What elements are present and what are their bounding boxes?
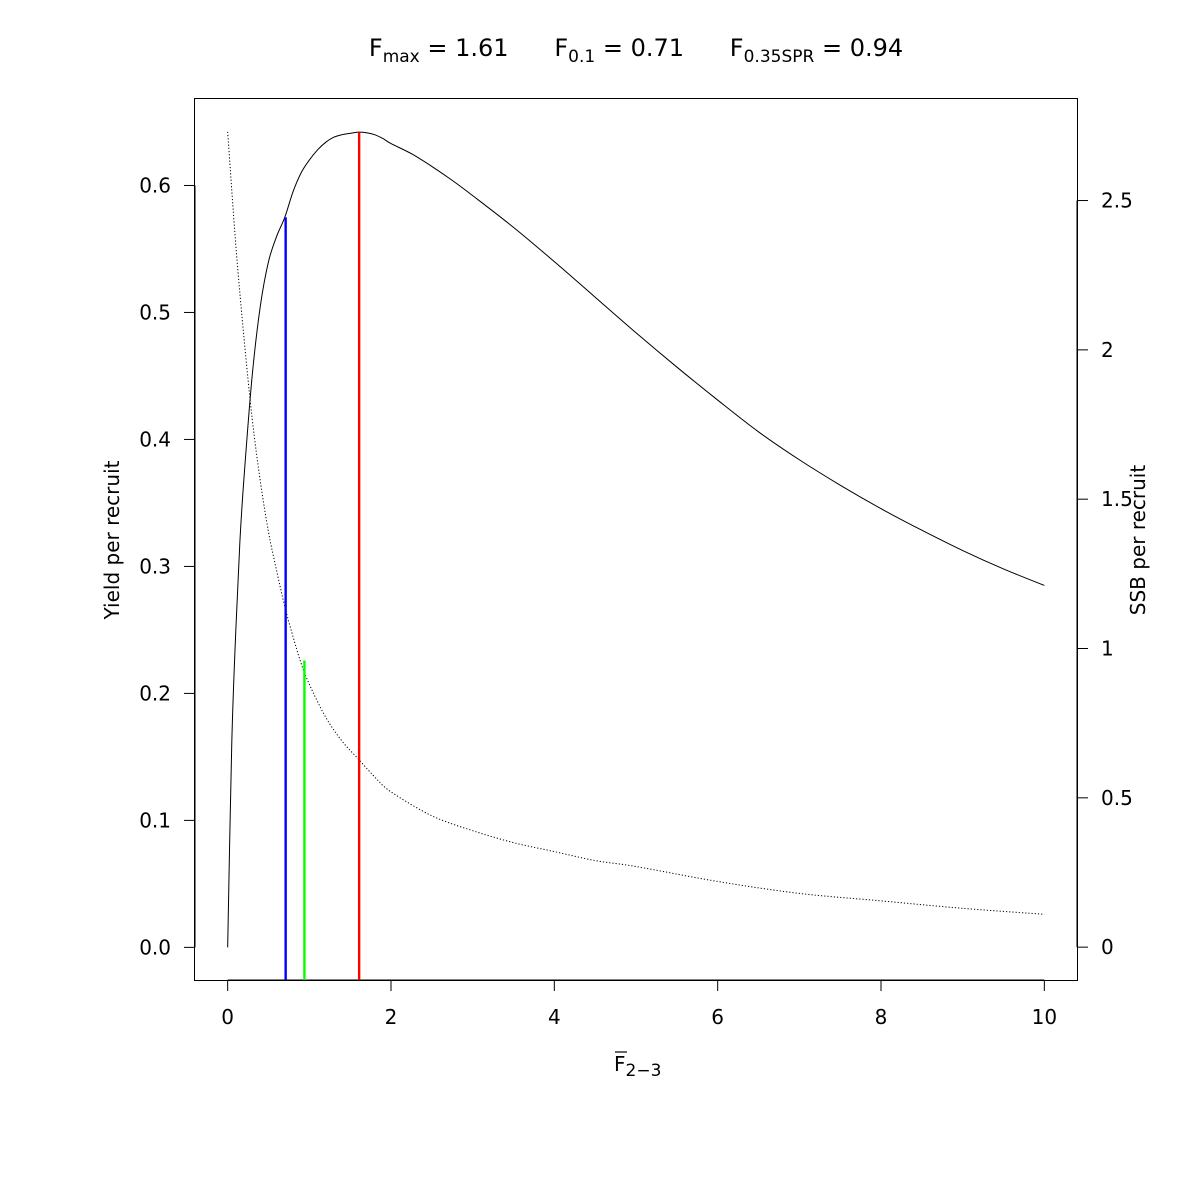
yield-per-recruit-line <box>227 131 1045 948</box>
title-f035spr-value: 0.94 <box>850 34 903 62</box>
title-f01-symbol: F <box>554 34 568 62</box>
x-axis-title: F2−3 <box>614 1051 661 1081</box>
x-tick-label: 6 <box>711 1005 724 1029</box>
y-left-tick-label: 0.4 <box>139 427 171 451</box>
title-fmax-value: 1.61 <box>455 34 508 62</box>
x-tick-label: 8 <box>875 1005 888 1029</box>
y-left-tick-label: 0.1 <box>139 808 171 832</box>
y-left-axis-title: Yield per recruit <box>100 460 124 620</box>
y-right-axis-title: SSB per recruit <box>1126 465 1150 616</box>
title-fmax-symbol: F <box>369 34 383 62</box>
x-tick-label: 2 <box>385 1005 398 1029</box>
y-left-tick-label: 0.2 <box>139 681 171 705</box>
x-axis: 0 2 4 6 8 10 <box>221 979 1057 1029</box>
y-left-tick-label: 0.5 <box>139 300 171 324</box>
title-f01-sub: 0.1 <box>568 47 595 67</box>
x-tick-label: 4 <box>548 1005 561 1029</box>
y-right-tick-label: 2.5 <box>1101 189 1133 213</box>
y-left-tick-label: 0.3 <box>139 554 171 578</box>
title-fmax-sub: max <box>383 47 420 67</box>
svg-text:F2−3: F2−3 <box>614 1052 661 1081</box>
x-tick-label: 10 <box>1032 1005 1057 1029</box>
title-f035spr-sub: 0.35SPR <box>744 47 815 67</box>
y-right-tick-label: 1.5 <box>1101 487 1133 511</box>
x-axis-title-symbol: F <box>614 1052 626 1076</box>
y-left-axis: 0.0 0.1 0.2 0.3 0.4 0.5 0.6 <box>139 173 196 959</box>
chart-title: Fmax = 1.61 F0.1 = 0.71 F0.35SPR = 0.94 <box>369 34 903 67</box>
title-f01-value: 0.71 <box>631 34 684 62</box>
y-right-tick-label: 0 <box>1101 935 1114 959</box>
x-tick-label: 0 <box>221 1005 234 1029</box>
y-left-tick-label: 0.6 <box>139 173 171 197</box>
y-right-axis: 0 0.5 1 1.5 2 2.5 <box>1076 189 1133 959</box>
y-right-tick-label: 1 <box>1101 637 1114 661</box>
reference-lines <box>284 132 361 980</box>
y-right-tick-label: 0.5 <box>1101 786 1133 810</box>
x-axis-title-sub: 2−3 <box>626 1061 662 1081</box>
title-f035spr-symbol: F <box>730 34 744 62</box>
y-left-tick-label: 0.0 <box>139 935 171 959</box>
series-layer <box>227 131 1045 948</box>
y-right-tick-label: 2 <box>1101 338 1114 362</box>
